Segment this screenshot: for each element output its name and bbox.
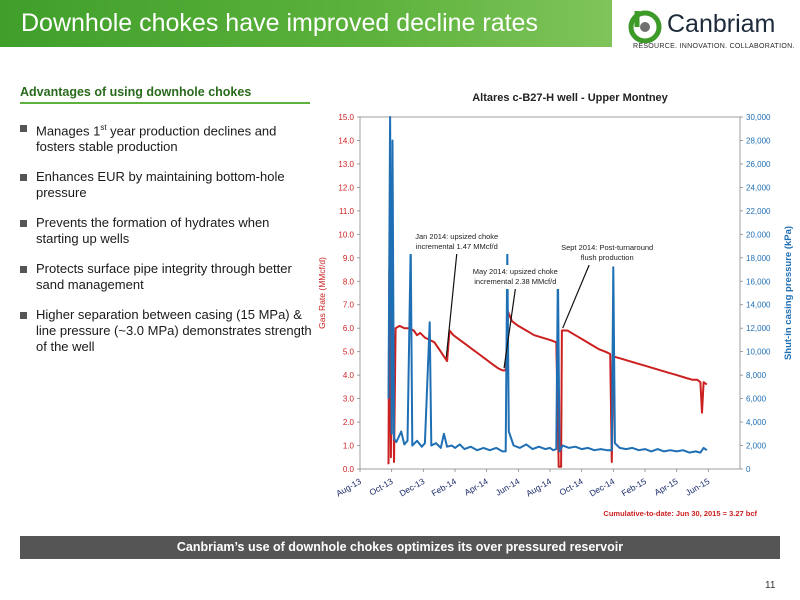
company-logo: Canbriam RESOURCE. INNOVATION. COLLABORA… (625, 7, 800, 57)
y-tick-label: 9.0 (343, 254, 355, 263)
y2-tick-label: 20,000 (746, 230, 771, 239)
bullet-square-icon (20, 266, 27, 274)
annotation-arrow (445, 253, 458, 358)
y2-axis-label: Shut-in casing pressure (kPa) (783, 226, 794, 360)
bullet-square-icon (20, 220, 27, 228)
annotation-arrow (562, 264, 590, 329)
x-tick-label: Apr-14 (463, 476, 490, 498)
y-tick-label: 2.0 (343, 418, 355, 427)
x-tick-label: Apr-15 (653, 476, 680, 498)
logo-icon (628, 10, 662, 43)
y2-tick-label: 26,000 (746, 160, 771, 169)
section-divider (20, 102, 310, 104)
bullet-square-icon (20, 125, 27, 132)
y2-tick-label: 2,000 (746, 442, 767, 451)
y-axis-label: Gas Rate (MMcf/d) (317, 257, 327, 329)
x-tick-label: Jun-15 (684, 476, 712, 498)
bullet-text: Manages 1 (36, 123, 101, 139)
y-tick-label: 13.0 (338, 160, 354, 169)
logo-tagline: RESOURCE. INNOVATION. COLLABORATION. (633, 43, 795, 50)
slide-title: Downhole chokes have improved decline ra… (21, 9, 538, 37)
bullet-text: Enhances EUR by maintaining bottom-hole … (36, 169, 285, 201)
logo-name: Canbriam (667, 10, 776, 38)
bullet-superscript: st (100, 123, 107, 132)
y-tick-label: 10.0 (338, 230, 354, 239)
y2-tick-label: 12,000 (746, 324, 771, 333)
bullet-square-icon (20, 174, 27, 182)
y2-tick-label: 0 (746, 465, 751, 474)
gas-rate-series-line (387, 256, 708, 468)
production-chart: Altares c-B27-H well - Upper Montney 0.0 1… (317, 92, 794, 518)
y-tick-label: 5.0 (343, 348, 355, 357)
y2-tick-label: 22,000 (746, 207, 771, 216)
x-tick-label: Oct-13 (368, 476, 395, 498)
y-tick-label: 4.0 (343, 371, 355, 380)
bullet-text: Prevents the formation of hydrates when … (36, 215, 270, 247)
bullet-item: Protects surface pipe integrity through … (20, 261, 315, 293)
annotation-text-line2: incremental 2.38 MMcf/d (474, 277, 556, 286)
annotation-box (461, 265, 570, 289)
y2-tick-label: 18,000 (746, 254, 771, 263)
x-tick-label: Feb-15 (620, 476, 649, 498)
y2-tick-label: 30,000 (746, 113, 771, 122)
bullet-text: Protects surface pipe integrity through … (36, 261, 292, 293)
y-tick-label: 12.0 (338, 183, 354, 192)
bullet-list: Manages 1st year production declines and… (20, 120, 315, 369)
section-heading: Advantages of using downhole chokes (20, 85, 252, 99)
y2-tick-label: 16,000 (746, 277, 771, 286)
y2-tick-label: 10,000 (746, 348, 771, 357)
bullet-item: Manages 1st year production declines and… (20, 120, 315, 155)
y-tick-label: 8.0 (343, 277, 355, 286)
x-tick-label: Dec-13 (398, 476, 427, 498)
y2-tick-label: 4,000 (746, 418, 767, 427)
y-tick-label: 1.0 (343, 442, 355, 451)
annotation-text-line2: incremental 1.47 MMcf/d (416, 242, 498, 251)
page-number: 11 (765, 580, 776, 591)
bullet-text: Higher separation between casing (15 MPa… (36, 307, 312, 355)
x-tick-label: Oct-14 (558, 476, 585, 498)
y-tick-label: 6.0 (343, 324, 355, 333)
x-tick-label: Jun-14 (494, 476, 522, 498)
bullet-text-continued: year production declines and fosters sta… (36, 123, 277, 155)
y-tick-label: 7.0 (343, 301, 355, 310)
x-tick-label: Feb-14 (430, 476, 459, 498)
x-tick-label: Aug-13 (334, 476, 363, 499)
y2-tick-label: 8,000 (746, 371, 767, 380)
y-tick-label: 3.0 (343, 395, 355, 404)
annotation-box (402, 230, 511, 254)
y2-tick-label: 28,000 (746, 136, 771, 145)
bullet-item: Higher separation between casing (15 MPa… (20, 307, 315, 355)
bullet-item: Prevents the formation of hydrates when … (20, 215, 315, 247)
y-tick-label: 11.0 (339, 207, 355, 216)
y-tick-label: 14.0 (338, 136, 354, 145)
y-tick-label: 15.0 (338, 113, 354, 122)
annotation-text: May 2014: upsized choke (473, 267, 558, 276)
y-tick-label: 0.0 (343, 465, 355, 474)
annotation-box (553, 241, 662, 265)
x-tick-label: Dec-14 (588, 476, 617, 498)
annotation-text: Jan 2014: upsized choke (415, 232, 498, 241)
y2-tick-label: 24,000 (746, 183, 771, 192)
x-tick-label: Aug-14 (524, 476, 553, 499)
bullet-square-icon (20, 312, 27, 320)
y2-tick-label: 6,000 (746, 395, 767, 404)
y2-tick-label: 14,000 (746, 301, 771, 310)
annotation-text-line2: flush production (581, 253, 634, 262)
pressure-series-line (387, 116, 708, 454)
cumulative-footnote: Cumulative-to-date: Jun 30, 2015 = 3.27 … (603, 509, 757, 518)
summary-banner: Canbriam’s use of downhole chokes optimi… (20, 536, 780, 559)
title-bar: Downhole chokes have improved decline ra… (0, 0, 612, 47)
bullet-item: Enhances EUR by maintaining bottom-hole … (20, 169, 315, 201)
annotation-text: Sept 2014: Post-turnaround (561, 243, 653, 252)
chart-title: Altares c-B27-H well - Upper Montney (472, 92, 668, 104)
plot-area (359, 116, 741, 470)
annotation-arrow (503, 288, 516, 369)
